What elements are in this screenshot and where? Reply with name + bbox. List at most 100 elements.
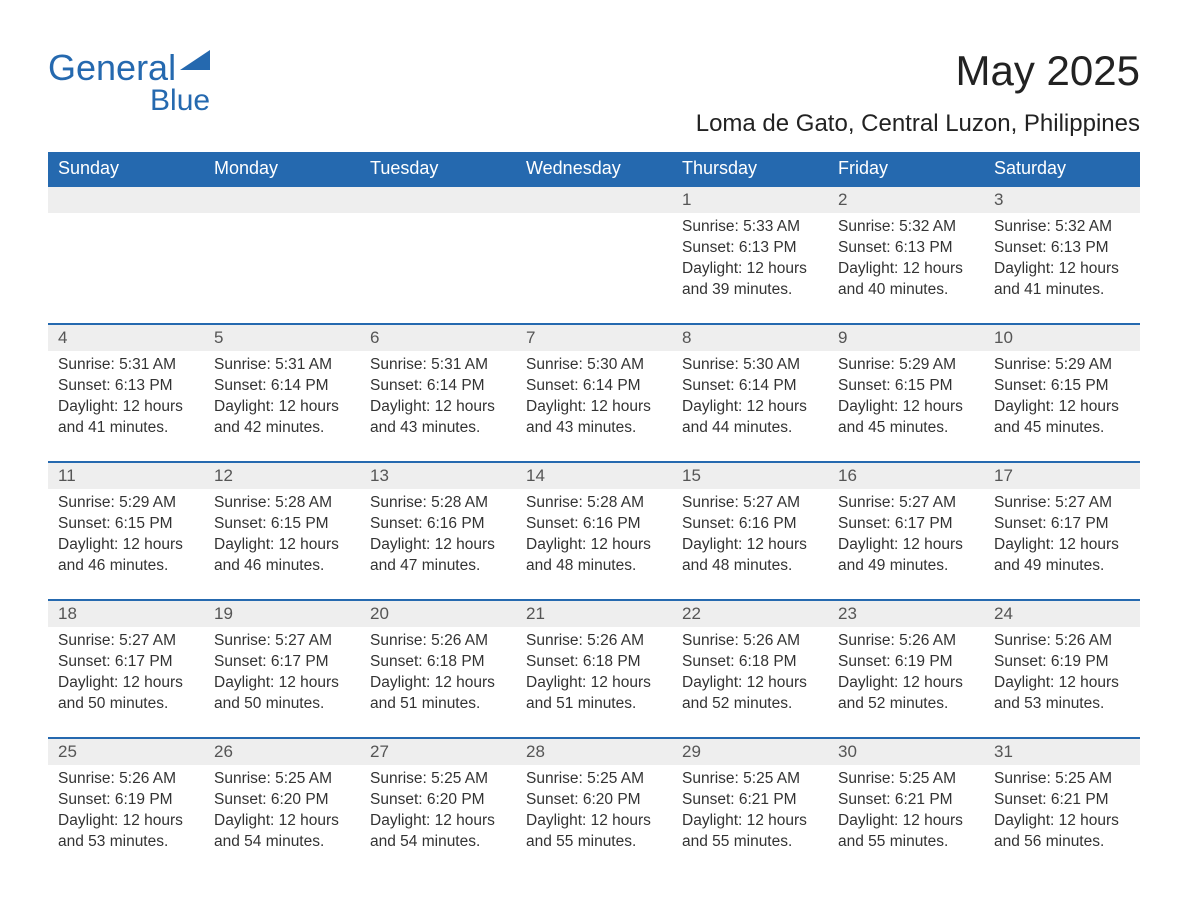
- day-cell: 13Sunrise: 5:28 AMSunset: 6:16 PMDayligh…: [360, 461, 516, 599]
- sunset-line: Sunset: 6:13 PM: [58, 376, 194, 397]
- day-body: Sunrise: 5:31 AMSunset: 6:14 PMDaylight:…: [204, 351, 360, 447]
- day-cell: 10Sunrise: 5:29 AMSunset: 6:15 PMDayligh…: [984, 323, 1140, 461]
- day-body: Sunrise: 5:26 AMSunset: 6:19 PMDaylight:…: [828, 627, 984, 723]
- day-body: Sunrise: 5:31 AMSunset: 6:14 PMDaylight:…: [360, 351, 516, 447]
- sunset-line: Sunset: 6:19 PM: [58, 790, 194, 811]
- week-row: 18Sunrise: 5:27 AMSunset: 6:17 PMDayligh…: [48, 599, 1140, 737]
- day-body: Sunrise: 5:32 AMSunset: 6:13 PMDaylight:…: [984, 213, 1140, 309]
- sunrise-line: Sunrise: 5:30 AM: [682, 355, 818, 376]
- calendar-table: SundayMondayTuesdayWednesdayThursdayFrid…: [48, 152, 1140, 875]
- daylight-line: Daylight: 12 hours and 54 minutes.: [214, 811, 350, 853]
- sunset-line: Sunset: 6:21 PM: [682, 790, 818, 811]
- sunset-line: Sunset: 6:16 PM: [526, 514, 662, 535]
- day-body: Sunrise: 5:25 AMSunset: 6:20 PMDaylight:…: [516, 765, 672, 861]
- day-cell: 14Sunrise: 5:28 AMSunset: 6:16 PMDayligh…: [516, 461, 672, 599]
- sunrise-line: Sunrise: 5:28 AM: [214, 493, 350, 514]
- sunrise-line: Sunrise: 5:32 AM: [994, 217, 1130, 238]
- weekday-header: Monday: [204, 152, 360, 185]
- sunrise-line: Sunrise: 5:31 AM: [58, 355, 194, 376]
- day-body: Sunrise: 5:27 AMSunset: 6:17 PMDaylight:…: [48, 627, 204, 723]
- day-number: 16: [828, 461, 984, 489]
- sunset-line: Sunset: 6:14 PM: [526, 376, 662, 397]
- daylight-line: Daylight: 12 hours and 55 minutes.: [526, 811, 662, 853]
- day-body: Sunrise: 5:26 AMSunset: 6:19 PMDaylight:…: [48, 765, 204, 861]
- sunrise-line: Sunrise: 5:26 AM: [994, 631, 1130, 652]
- daylight-line: Daylight: 12 hours and 39 minutes.: [682, 259, 818, 301]
- day-cell: 1Sunrise: 5:33 AMSunset: 6:13 PMDaylight…: [672, 185, 828, 323]
- day-body: Sunrise: 5:27 AMSunset: 6:17 PMDaylight:…: [828, 489, 984, 585]
- sunrise-line: Sunrise: 5:32 AM: [838, 217, 974, 238]
- sunset-line: Sunset: 6:19 PM: [838, 652, 974, 673]
- day-body: Sunrise: 5:28 AMSunset: 6:15 PMDaylight:…: [204, 489, 360, 585]
- daylight-line: Daylight: 12 hours and 48 minutes.: [526, 535, 662, 577]
- daylight-line: Daylight: 12 hours and 51 minutes.: [370, 673, 506, 715]
- title-block: May 2025 Loma de Gato, Central Luzon, Ph…: [696, 50, 1140, 148]
- day-cell: 24Sunrise: 5:26 AMSunset: 6:19 PMDayligh…: [984, 599, 1140, 737]
- sunrise-line: Sunrise: 5:29 AM: [838, 355, 974, 376]
- daylight-line: Daylight: 12 hours and 55 minutes.: [682, 811, 818, 853]
- sunset-line: Sunset: 6:17 PM: [994, 514, 1130, 535]
- sunset-line: Sunset: 6:13 PM: [994, 238, 1130, 259]
- day-body: Sunrise: 5:25 AMSunset: 6:21 PMDaylight:…: [984, 765, 1140, 861]
- day-number: 31: [984, 737, 1140, 765]
- day-number: 11: [48, 461, 204, 489]
- sunrise-line: Sunrise: 5:29 AM: [58, 493, 194, 514]
- calendar-page: General Blue May 2025 Loma de Gato, Cent…: [0, 0, 1188, 915]
- weekday-header: Tuesday: [360, 152, 516, 185]
- day-body: [360, 213, 516, 303]
- sunrise-line: Sunrise: 5:27 AM: [58, 631, 194, 652]
- daylight-line: Daylight: 12 hours and 49 minutes.: [994, 535, 1130, 577]
- day-body: Sunrise: 5:26 AMSunset: 6:18 PMDaylight:…: [672, 627, 828, 723]
- day-number: 24: [984, 599, 1140, 627]
- daylight-line: Daylight: 12 hours and 46 minutes.: [214, 535, 350, 577]
- weekday-header: Thursday: [672, 152, 828, 185]
- day-body: Sunrise: 5:25 AMSunset: 6:20 PMDaylight:…: [360, 765, 516, 861]
- daylight-line: Daylight: 12 hours and 51 minutes.: [526, 673, 662, 715]
- sunset-line: Sunset: 6:21 PM: [838, 790, 974, 811]
- day-cell: 12Sunrise: 5:28 AMSunset: 6:15 PMDayligh…: [204, 461, 360, 599]
- day-body: Sunrise: 5:26 AMSunset: 6:18 PMDaylight:…: [516, 627, 672, 723]
- sunset-line: Sunset: 6:14 PM: [682, 376, 818, 397]
- daylight-line: Daylight: 12 hours and 41 minutes.: [58, 397, 194, 439]
- day-number: 15: [672, 461, 828, 489]
- daylight-line: Daylight: 12 hours and 52 minutes.: [682, 673, 818, 715]
- daylight-line: Daylight: 12 hours and 56 minutes.: [994, 811, 1130, 853]
- day-cell: 18Sunrise: 5:27 AMSunset: 6:17 PMDayligh…: [48, 599, 204, 737]
- logo-text-general: General: [48, 47, 176, 88]
- day-cell: 27Sunrise: 5:25 AMSunset: 6:20 PMDayligh…: [360, 737, 516, 875]
- sunrise-line: Sunrise: 5:28 AM: [526, 493, 662, 514]
- daylight-line: Daylight: 12 hours and 50 minutes.: [58, 673, 194, 715]
- location-text: Loma de Gato, Central Luzon, Philippines: [696, 110, 1140, 138]
- calendar-body: 1Sunrise: 5:33 AMSunset: 6:13 PMDaylight…: [48, 185, 1140, 875]
- day-body: Sunrise: 5:27 AMSunset: 6:16 PMDaylight:…: [672, 489, 828, 585]
- week-row: 4Sunrise: 5:31 AMSunset: 6:13 PMDaylight…: [48, 323, 1140, 461]
- day-cell: 4 Sunrise: 5:31 AMSunset: 6:13 PMDaylight…: [48, 323, 204, 461]
- day-cell: 9Sunrise: 5:29 AMSunset: 6:15 PMDaylight…: [828, 323, 984, 461]
- sunset-line: Sunset: 6:20 PM: [526, 790, 662, 811]
- day-number: 4: [48, 323, 204, 351]
- logo-text-blue: Blue: [150, 84, 210, 117]
- daylight-line: Daylight: 12 hours and 42 minutes.: [214, 397, 350, 439]
- day-number: 30: [828, 737, 984, 765]
- day-cell: 20Sunrise: 5:26 AMSunset: 6:18 PMDayligh…: [360, 599, 516, 737]
- day-number: 12: [204, 461, 360, 489]
- weekday-header: Saturday: [984, 152, 1140, 185]
- sunrise-line: Sunrise: 5:29 AM: [994, 355, 1130, 376]
- logo: General Blue: [48, 50, 210, 116]
- day-number: 17: [984, 461, 1140, 489]
- day-cell: 22Sunrise: 5:26 AMSunset: 6:18 PMDayligh…: [672, 599, 828, 737]
- sunrise-line: Sunrise: 5:30 AM: [526, 355, 662, 376]
- daylight-line: Daylight: 12 hours and 52 minutes.: [838, 673, 974, 715]
- sunset-line: Sunset: 6:20 PM: [214, 790, 350, 811]
- day-body: Sunrise: 5:25 AMSunset: 6:21 PMDaylight:…: [828, 765, 984, 861]
- sunset-line: Sunset: 6:19 PM: [994, 652, 1130, 673]
- weekday-row: SundayMondayTuesdayWednesdayThursdayFrid…: [48, 152, 1140, 185]
- day-body: [516, 213, 672, 303]
- day-cell: [204, 185, 360, 323]
- day-cell: 5Sunrise: 5:31 AMSunset: 6:14 PMDaylight…: [204, 323, 360, 461]
- day-body: Sunrise: 5:29 AMSunset: 6:15 PMDaylight:…: [48, 489, 204, 585]
- sunset-line: Sunset: 6:16 PM: [370, 514, 506, 535]
- day-cell: [48, 185, 204, 323]
- day-body: Sunrise: 5:30 AMSunset: 6:14 PMDaylight:…: [516, 351, 672, 447]
- month-title: May 2025: [696, 50, 1140, 92]
